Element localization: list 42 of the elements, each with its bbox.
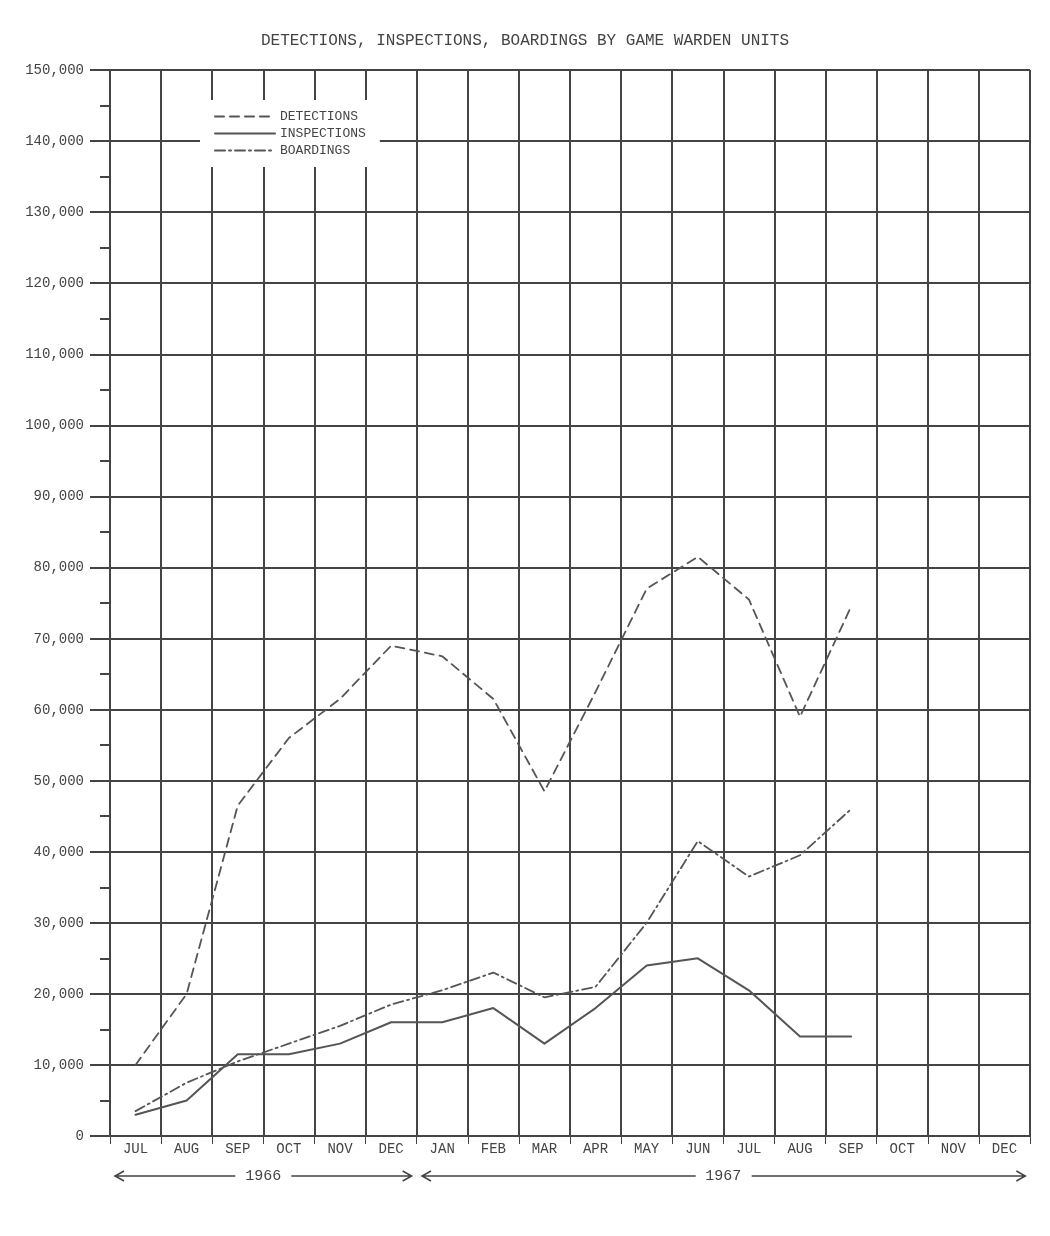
y-tick-label: 0 — [75, 1128, 84, 1144]
chart-title: DETECTIONS, INSPECTIONS, BOARDINGS BY GAME WARDEN UNITS — [260, 32, 790, 50]
x-tick-label: OCT — [276, 1141, 302, 1157]
x-tick-label: JUL — [122, 1141, 149, 1157]
x-tick-label: JUL — [736, 1141, 762, 1157]
x-tick-label: NOV — [940, 1141, 967, 1157]
y-tick-label: 80,000 — [33, 559, 84, 576]
y-tick-label: 30,000 — [33, 914, 84, 931]
y-tick-label: 40,000 — [33, 843, 84, 860]
x-tick-label: NOV — [327, 1141, 354, 1157]
x-tick-label: SEP — [838, 1141, 864, 1157]
y-tick-label: 130,000 — [25, 204, 84, 221]
y-tick-label: 20,000 — [33, 985, 84, 1002]
line-series — [134, 808, 853, 1113]
x-tick-label: DEC — [991, 1141, 1018, 1157]
line-series — [134, 555, 853, 1066]
x-tick-label: AUG — [787, 1141, 813, 1157]
x-tick-label: JUN — [685, 1141, 711, 1157]
legend-label: DETECTIONS — [280, 109, 359, 124]
y-tick-label: 70,000 — [33, 630, 84, 647]
x-tick-label: MAR — [531, 1141, 558, 1157]
y-tick-label: 60,000 — [33, 701, 84, 718]
y-tick-label: 90,000 — [33, 488, 84, 505]
text: 1966 — [245, 1167, 282, 1185]
x-tick-label: SEP — [225, 1141, 251, 1157]
y-tick-label: 140,000 — [25, 133, 84, 150]
x-tick-label: APR — [582, 1141, 609, 1157]
x-tick-label: AUG — [174, 1141, 200, 1157]
y-tick-label: 10,000 — [33, 1056, 84, 1073]
y-tick-label: 50,000 — [33, 772, 84, 789]
x-tick-label: MAY — [634, 1141, 660, 1157]
legend-label: INSPECTIONS — [280, 126, 367, 141]
y-tick-label: 150,000 — [25, 62, 84, 78]
x-tick-label: DEC — [378, 1141, 404, 1157]
y-tick-label: 110,000 — [25, 346, 84, 363]
y-tick-label: 120,000 — [25, 275, 84, 292]
x-tick-label: OCT — [889, 1141, 915, 1157]
legend-label: BOARDINGS — [280, 143, 351, 158]
x-tick-label: FEB — [480, 1141, 506, 1157]
text: 1967 — [705, 1167, 742, 1185]
y-tick-label: 100,000 — [25, 417, 84, 434]
x-tick-label: JAN — [429, 1141, 455, 1157]
